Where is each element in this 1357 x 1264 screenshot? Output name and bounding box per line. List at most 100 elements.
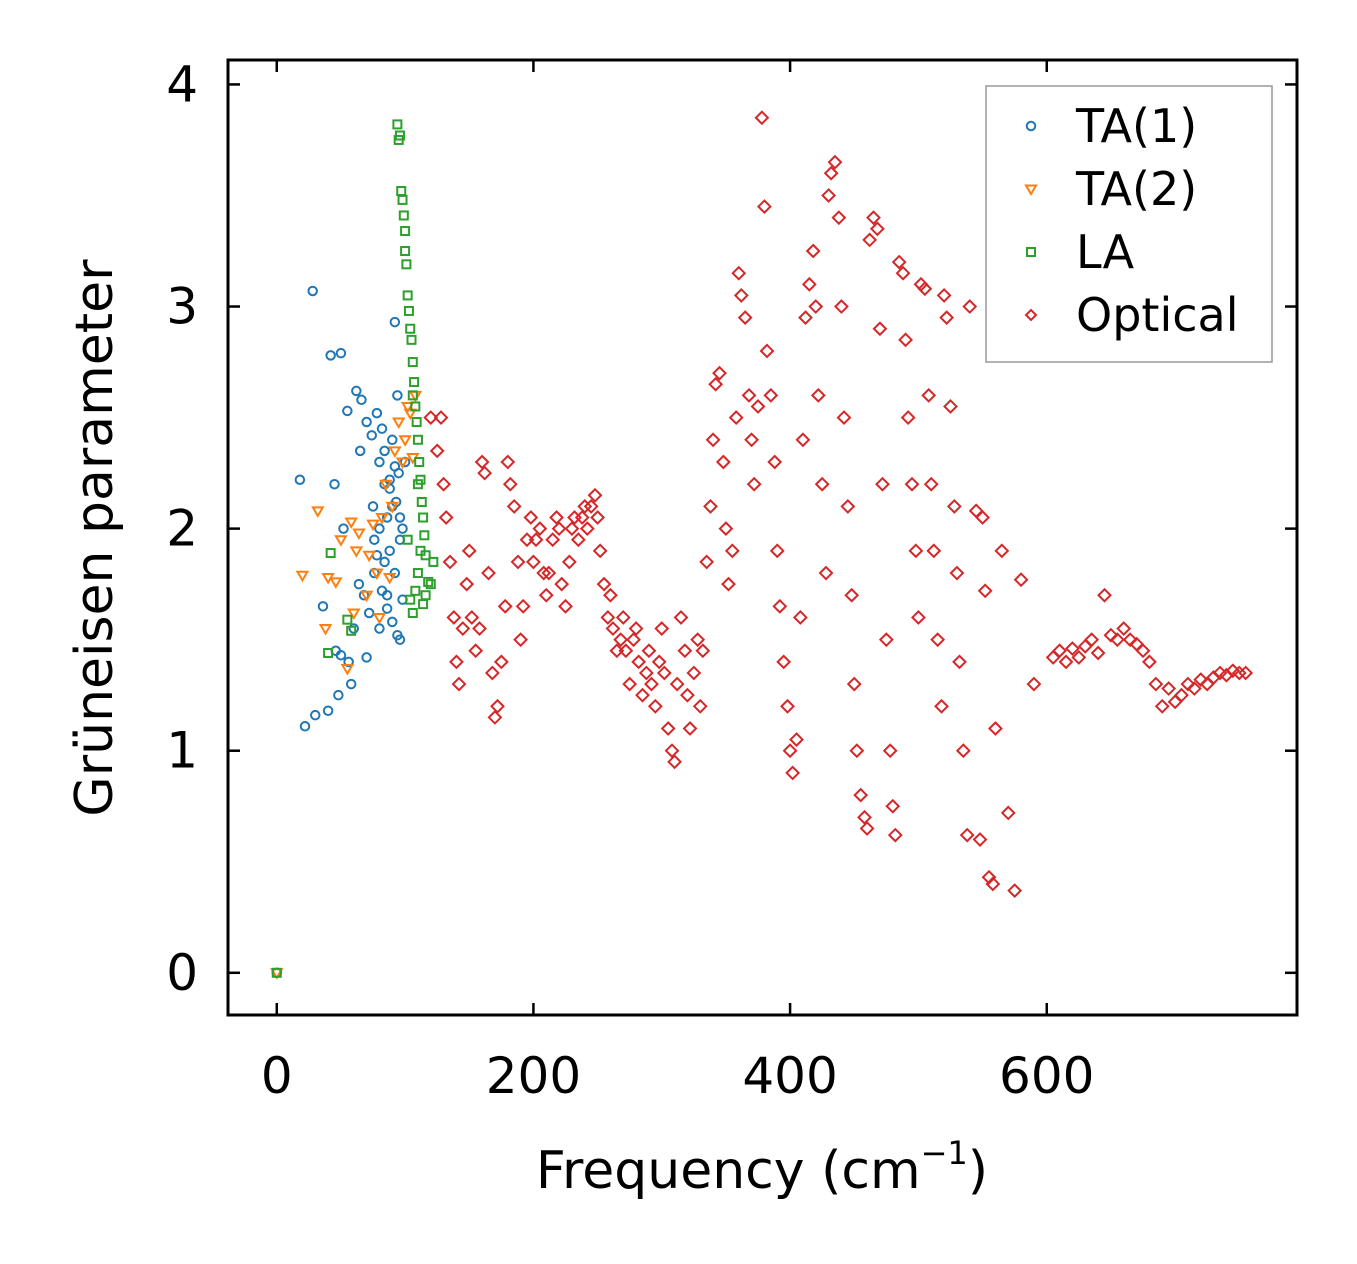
- optical-point: [821, 188, 837, 203]
- optical-point: [733, 288, 749, 303]
- la-point: [420, 590, 431, 601]
- la-point: [394, 130, 405, 141]
- optical-point: [1193, 672, 1209, 688]
- optical-point: [564, 521, 580, 537]
- optical-point: [660, 721, 676, 736]
- la-point: [406, 334, 417, 345]
- ta-1-point: [361, 652, 372, 663]
- optical-point: [523, 510, 539, 525]
- optical-point: [423, 410, 439, 425]
- ta-1-point: [356, 394, 367, 406]
- optical-point: [798, 310, 813, 326]
- optical-point: [721, 576, 736, 592]
- y-axis-label: Grüneisen parameter: [65, 259, 125, 817]
- optical-point: [823, 165, 839, 181]
- optical-point: [818, 565, 834, 581]
- optical-point: [699, 554, 715, 570]
- optical-point: [737, 310, 753, 326]
- optical-point: [844, 587, 860, 603]
- optical-point: [680, 687, 695, 703]
- optical-point: [667, 754, 683, 770]
- optical-point: [692, 698, 708, 714]
- optical-point: [808, 299, 824, 314]
- ta-2-point: [372, 612, 387, 625]
- ta-2-point: [295, 570, 310, 583]
- optical-point: [481, 565, 496, 581]
- optical-point: [561, 554, 577, 570]
- optical-point: [741, 387, 757, 403]
- optical-point: [592, 543, 608, 559]
- optical-point: [827, 154, 843, 170]
- optical-point: [590, 510, 606, 525]
- ta-1-point: [333, 689, 344, 701]
- optical-point: [1142, 654, 1157, 670]
- x-axis-label-sup: −1: [921, 1134, 968, 1172]
- optical-point: [532, 521, 548, 537]
- ta-1-point: [353, 578, 365, 590]
- la-point: [397, 194, 408, 205]
- optical-point: [669, 676, 685, 692]
- ta-2-point: [379, 479, 393, 492]
- ta-1-point: [387, 616, 398, 628]
- optical-point: [651, 654, 667, 670]
- la-point: [407, 608, 418, 619]
- la-point: [407, 390, 418, 401]
- optical-point: [1013, 572, 1029, 588]
- optical-point: [840, 498, 856, 514]
- optical-point: [536, 565, 552, 581]
- y-tick-label: 1: [166, 722, 198, 780]
- optical-point: [502, 476, 518, 492]
- x-tick-label: 600: [999, 1047, 1094, 1105]
- ta-1-point: [374, 623, 385, 634]
- ta-1-point: [329, 478, 340, 490]
- optical-point: [686, 665, 702, 681]
- optical-point: [763, 387, 779, 403]
- la-point: [428, 556, 439, 567]
- optical-point: [1180, 676, 1196, 692]
- optical-point: [528, 532, 544, 548]
- optical-point: [934, 698, 949, 714]
- la-point: [401, 259, 412, 270]
- optical-point: [1238, 665, 1254, 681]
- ta-1-point: [325, 350, 336, 361]
- la-point: [418, 512, 429, 523]
- optical-point: [869, 221, 885, 237]
- optical-point: [545, 532, 561, 548]
- ta-2-point: [395, 457, 410, 469]
- ta-1-point: [307, 285, 318, 297]
- optical-point: [1026, 676, 1042, 692]
- optical-point: [805, 243, 821, 259]
- optical-point: [911, 610, 926, 625]
- optical-point: [728, 410, 744, 425]
- optical-point: [959, 827, 975, 843]
- optical-point: [731, 265, 747, 281]
- ta-1-point: [379, 556, 390, 568]
- optical-point: [872, 321, 888, 337]
- legend-entry-label: Optical: [1076, 288, 1238, 342]
- optical-point: [477, 465, 493, 481]
- optical-point: [656, 665, 672, 681]
- optical-point: [487, 709, 503, 725]
- optical-point: [917, 281, 933, 297]
- la-point: [409, 377, 420, 388]
- optical-point: [939, 310, 955, 326]
- la-point: [402, 534, 413, 545]
- optical-point: [875, 476, 890, 492]
- optical-point: [769, 543, 785, 559]
- optical-point: [1154, 698, 1170, 714]
- optical-point: [644, 676, 659, 692]
- optical-point: [1135, 643, 1151, 659]
- ta-2-point: [340, 664, 355, 676]
- x-axis-label-close: ): [968, 1141, 988, 1201]
- la-point: [412, 479, 423, 490]
- optical-point: [1161, 681, 1177, 696]
- optical-point: [500, 454, 516, 470]
- optical-point: [882, 743, 898, 759]
- ta-1-point: [376, 423, 388, 434]
- optical-point: [1065, 641, 1080, 656]
- optical-point: [962, 299, 978, 314]
- optical-point: [949, 565, 965, 581]
- legend-entry-label: TA(1): [1075, 99, 1197, 153]
- la-point: [405, 323, 416, 334]
- optical-point: [513, 632, 529, 648]
